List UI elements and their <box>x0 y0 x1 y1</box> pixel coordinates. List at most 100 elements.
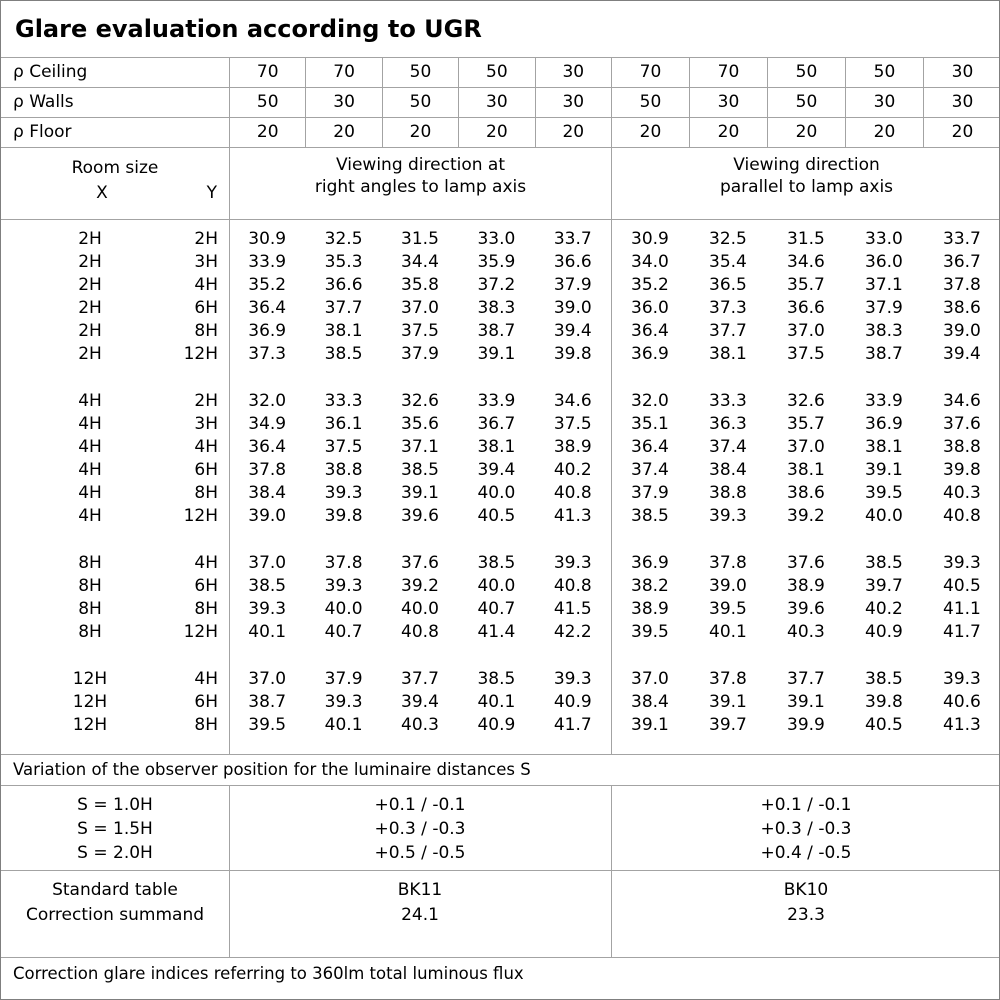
ugr-value-cell: 38.5 <box>865 669 903 689</box>
ugr-value-cell: 40.9 <box>477 715 516 735</box>
ugr-value-cell: 37.4 <box>709 437 747 457</box>
ugr-value-cell: 39.4 <box>477 460 516 480</box>
group2-header: Viewing direction parallel to lamp axis <box>611 148 999 219</box>
ugr-value-cell: 38.8 <box>324 460 363 480</box>
ugr-value-cell: 40.0 <box>324 599 363 619</box>
table-row: 8H 12H 40.1 40.7 40.8 41.4 42.2 39.5 40.1 40.3 40.… <box>1 621 999 644</box>
ugr-value-cell: 39.1 <box>401 483 439 503</box>
ugr-value-cell: 39.1 <box>631 715 669 735</box>
ugr-value-cell: 33.3 <box>709 391 747 411</box>
ugr-value-cell: 37.1 <box>865 275 903 295</box>
ugr-value-cell: 36.9 <box>865 414 903 434</box>
s-column-group1: +0.1 / -0.1 +0.3 / -0.3 +0.5 / -0.5 <box>229 793 611 870</box>
ugr-value-cell: 36.4 <box>631 437 669 457</box>
ugr-value-cell: 34.6 <box>553 391 592 411</box>
standard-table-section: Standard table Correction summand BK11 24.1… <box>1 871 999 958</box>
reflectance-value-cell: 20 <box>688 118 767 147</box>
ugr-value-cell: 39.3 <box>248 599 287 619</box>
footer-note: Correction glare indices referring to 36… <box>13 964 524 983</box>
ugr-value-cell: 38.1 <box>324 321 363 341</box>
room-y-cell: 4H <box>194 437 218 457</box>
ugr-value-cell: 40.3 <box>787 622 825 642</box>
reflectance-value-cell: 50 <box>766 88 845 117</box>
room-x-cell: 4H <box>78 414 102 434</box>
ugr-value-cell: 37.7 <box>324 298 363 318</box>
reflectance-value-cell: 20 <box>305 118 381 147</box>
ugr-value-cell: 40.2 <box>865 599 903 619</box>
table-row: 8H 6H 38.5 39.3 39.2 40.0 40.8 38.2 39.0 38.9 39.7… <box>1 575 999 598</box>
ugr-value-cell: 37.1 <box>401 437 439 457</box>
ugr-value-cell: 37.5 <box>401 321 439 341</box>
ugr-value-cell: 40.5 <box>943 576 981 596</box>
ugr-value-cell: 36.7 <box>943 252 981 272</box>
ugr-value-cell: 36.9 <box>631 344 669 364</box>
room-y-cell: 6H <box>194 298 218 318</box>
room-y-cell: 6H <box>194 576 218 596</box>
ugr-value-cell: 38.8 <box>943 437 981 457</box>
reflectance-value-cell: 30 <box>305 88 381 117</box>
ugr-value-cell: 36.6 <box>324 275 363 295</box>
reflectance-value-cell: 30 <box>922 58 999 87</box>
ugr-value-cell: 40.2 <box>553 460 592 480</box>
room-y-cell: 8H <box>194 599 218 619</box>
room-y-cell: 12H <box>183 506 218 526</box>
ugr-value-cell: 38.9 <box>787 576 825 596</box>
ugr-value-cell: 35.4 <box>709 252 747 272</box>
ugr-value-cell: 38.5 <box>248 576 287 596</box>
ugr-value-cell: 39.3 <box>324 692 363 712</box>
ugr-value-cell: 36.6 <box>787 298 825 318</box>
ugr-value-cell: 39.8 <box>324 506 363 526</box>
reflectance-value-cell: 30 <box>458 88 534 117</box>
ugr-value-cell: 38.1 <box>787 460 825 480</box>
summary-column-label: Standard table Correction summand <box>1 878 229 957</box>
table-row: 4H 12H 39.0 39.8 39.6 40.5 41.3 38.5 39.3 39.2 40.… <box>1 505 999 528</box>
ugr-value-cell: 41.3 <box>553 506 592 526</box>
reflectance-value-cell: 20 <box>381 118 458 147</box>
ugr-value-cell: 34.6 <box>943 391 981 411</box>
ugr-value-cell: 40.0 <box>477 576 516 596</box>
ugr-value-cell: 30.9 <box>631 229 669 249</box>
ugr-value-cell: 33.3 <box>324 391 363 411</box>
reflectance-value-cell: 20 <box>844 118 923 147</box>
ugr-value-cell: 41.7 <box>553 715 592 735</box>
reflectance-label: ρ Walls <box>13 92 74 112</box>
ugr-value-cell: 40.8 <box>401 622 439 642</box>
group1-header-line1: Viewing direction at <box>335 155 506 175</box>
reflectance-value-cell: 30 <box>534 88 611 117</box>
page-title: Glare evaluation according to UGR <box>15 15 482 43</box>
ugr-value-cell: 33.0 <box>865 229 903 249</box>
table-row: 8H 4H 37.0 37.8 37.6 38.5 39.3 36.9 37.8 37.6 38.5… <box>1 552 999 575</box>
ugr-value-cell: 39.8 <box>943 460 981 480</box>
room-x-cell: 2H <box>78 252 102 272</box>
room-y-cell: 4H <box>194 275 218 295</box>
reflectance-value-cell: 70 <box>305 58 381 87</box>
ugr-value-cell: 38.5 <box>477 669 516 689</box>
ugr-value-cell: 40.8 <box>553 483 592 503</box>
s-offset-value: +0.3 / -0.3 <box>760 819 852 839</box>
ugr-value-cell: 39.5 <box>631 622 669 642</box>
ugr-value-cell: 39.4 <box>401 692 439 712</box>
ugr-value-cell: 38.3 <box>865 321 903 341</box>
table-row: 12H 4H 37.0 37.9 37.7 38.5 39.3 37.0 37.8 37.7 38.… <box>1 668 999 691</box>
reflectance-value-cell: 30 <box>844 88 923 117</box>
ugr-value-cell: 35.2 <box>631 275 669 295</box>
table-row: 2H 2H 30.9 32.5 31.5 33.0 33.7 30.9 32.5 31.5 33.0… <box>1 228 999 251</box>
ugr-value-cell: 36.1 <box>324 414 363 434</box>
ugr-value-cell: 34.6 <box>787 252 825 272</box>
room-x-cell: 12H <box>72 669 108 689</box>
room-y-cell: 2H <box>194 229 218 249</box>
summary-column-group1: BK11 24.1 <box>229 878 611 957</box>
ugr-value-cell: 35.9 <box>477 252 516 272</box>
reflectance-value-cell: 50 <box>458 58 534 87</box>
room-x-cell: 2H <box>78 229 102 249</box>
room-x-cell: 4H <box>78 483 102 503</box>
room-x-cell: 12H <box>72 715 108 735</box>
room-y-cell: 4H <box>194 553 218 573</box>
ugr-value-cell: 39.4 <box>943 344 981 364</box>
ugr-value-cell: 35.2 <box>248 275 287 295</box>
ugr-value-cell: 36.4 <box>631 321 669 341</box>
ugr-value-cell: 39.3 <box>943 553 981 573</box>
ugr-value-cell: 38.3 <box>477 298 516 318</box>
ugr-value-cell: 40.5 <box>477 506 516 526</box>
